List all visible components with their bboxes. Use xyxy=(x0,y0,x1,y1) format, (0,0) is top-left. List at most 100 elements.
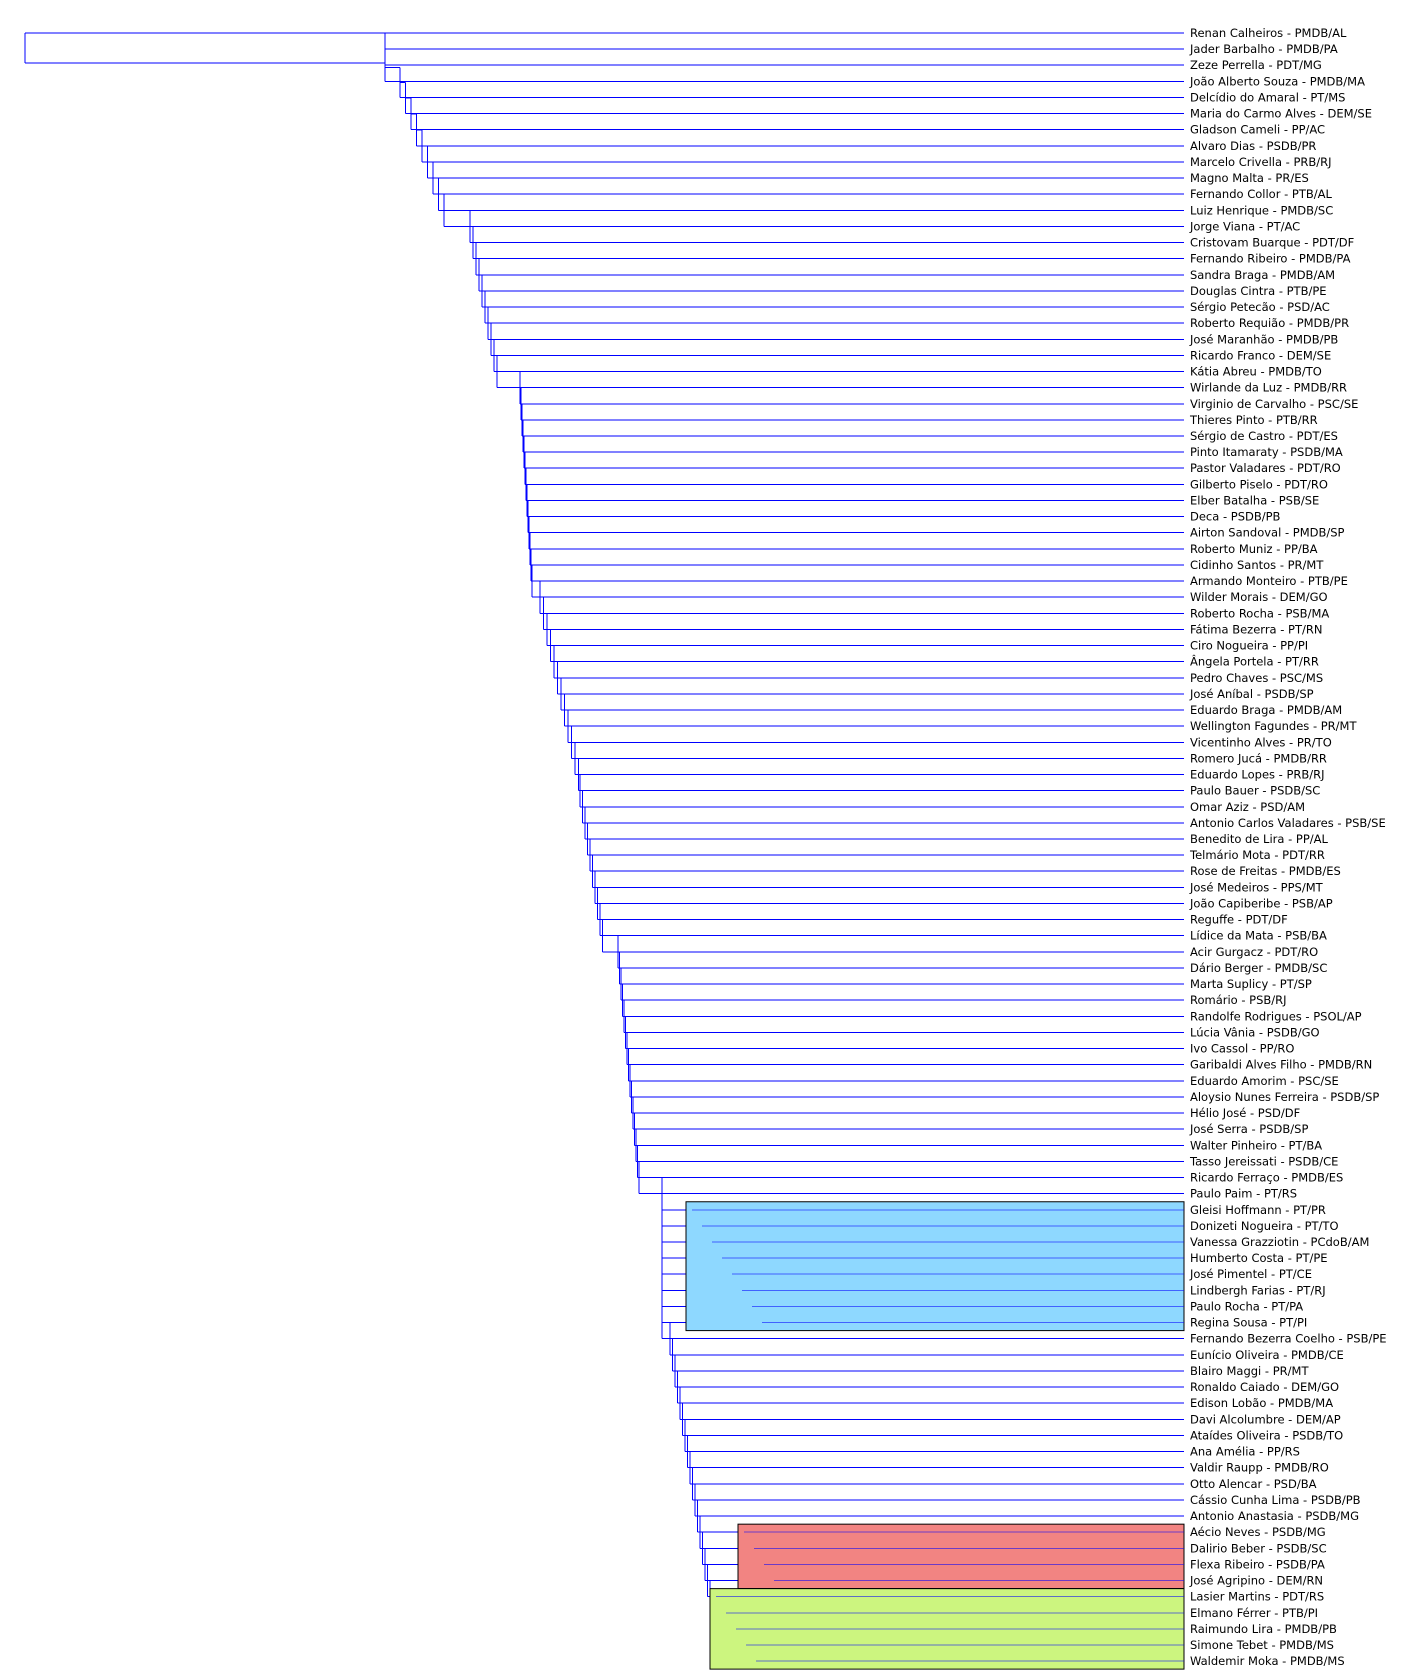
leaf-label: Gilberto Piselo - PDT/RO xyxy=(1190,477,1328,491)
leaf-label: Aloysio Nunes Ferreira - PSDB/SP xyxy=(1190,1090,1379,1104)
leaf-label: João Capiberibe - PSB/AP xyxy=(1189,896,1333,910)
leaf-label: Maria do Carmo Alves - DEM/SE xyxy=(1190,107,1372,121)
cluster-highlights xyxy=(685,1201,1185,1670)
leaf-label: Vanessa Grazziotin - PCdoB/AM xyxy=(1190,1235,1369,1249)
leaf-label: Ronaldo Caiado - DEM/GO xyxy=(1190,1380,1339,1394)
leaf-label: Eduardo Amorim - PSC/SE xyxy=(1190,1074,1339,1088)
leaf-label: Ciro Nogueira - PP/PI xyxy=(1190,639,1308,653)
leaf-label: Omar Aziz - PSD/AM xyxy=(1190,800,1305,814)
leaf-label: José Maranhão - PMDB/PB xyxy=(1189,332,1338,346)
leaf-label: Aécio Neves - PSDB/MG xyxy=(1190,1525,1326,1539)
leaf-label: Garibaldi Alves Filho - PMDB/RN xyxy=(1190,1058,1372,1072)
leaf-label: Wilder Morais - DEM/GO xyxy=(1190,590,1328,604)
leaf-label: Ângela Portela - PT/RR xyxy=(1190,654,1319,669)
cluster-blue-highlight xyxy=(685,1201,1185,1332)
leaf-label: Roberto Requião - PMDB/PR xyxy=(1190,316,1349,330)
leaf-label: Marcelo Crivella - PRB/RJ xyxy=(1190,155,1332,169)
leaf-label: Eduardo Braga - PMDB/AM xyxy=(1190,703,1342,717)
leaf-label: Acir Gurgacz - PDT/RO xyxy=(1190,945,1318,959)
leaf-label: Roberto Rocha - PSB/MA xyxy=(1190,606,1329,620)
leaf-label: José Serra - PSDB/SP xyxy=(1189,1122,1308,1136)
leaf-label: Romário - PSB/RJ xyxy=(1190,993,1287,1007)
leaf-label: Magno Malta - PR/ES xyxy=(1190,171,1309,185)
leaf-label: José Aníbal - PSDB/SP xyxy=(1189,687,1314,701)
leaf-label: Lúcia Vânia - PSDB/GO xyxy=(1190,1025,1320,1039)
leaf-label: Telmário Mota - PDT/RR xyxy=(1189,848,1325,862)
leaf-label: Cássio Cunha Lima - PSDB/PB xyxy=(1190,1493,1361,1507)
leaf-label: Fernando Bezerra Coelho - PSB/PE xyxy=(1190,1332,1387,1346)
leaf-label: Gladson Cameli - PP/AC xyxy=(1190,123,1325,137)
leaf-label: Fátima Bezerra - PT/RN xyxy=(1190,622,1322,636)
leaf-label: João Alberto Souza - PMDB/MA xyxy=(1189,74,1365,88)
leaf-label: Lasier Martins - PDT/RS xyxy=(1190,1590,1324,1604)
leaf-label: Ricardo Ferraço - PMDB/ES xyxy=(1190,1171,1343,1185)
leaf-label: Eunício Oliveira - PMDB/CE xyxy=(1190,1348,1344,1362)
leaf-label: Ivo Cassol - PP/RO xyxy=(1190,1042,1294,1056)
dendrogram-branches xyxy=(24,32,1184,1662)
leaf-label: Reguffe - PDT/DF xyxy=(1190,913,1288,927)
leaf-label: Dalirio Beber - PSDB/SC xyxy=(1190,1541,1327,1555)
leaf-label: Blairo Maggi - PR/MT xyxy=(1190,1364,1309,1378)
leaf-label: Sérgio Petecão - PSD/AC xyxy=(1190,300,1330,314)
leaf-label: Simone Tebet - PMDB/MS xyxy=(1190,1638,1334,1652)
leaf-label: Armando Monteiro - PTB/PE xyxy=(1190,574,1348,588)
leaf-label: Vicentinho Alves - PR/TO xyxy=(1190,735,1332,749)
leaf-label: Elber Batalha - PSB/SE xyxy=(1190,493,1319,507)
leaf-label: Valdir Raupp - PMDB/RO xyxy=(1190,1461,1329,1475)
leaf-label: Alvaro Dias - PSDB/PR xyxy=(1190,139,1316,153)
leaf-label: Raimundo Lira - PMDB/PB xyxy=(1190,1622,1337,1636)
leaf-label: Renan Calheiros - PMDB/AL xyxy=(1190,26,1347,40)
leaf-label: Benedito de Lira - PP/AL xyxy=(1190,832,1329,846)
leaf-label: José Agripino - DEM/RN xyxy=(1189,1574,1323,1588)
leaf-label: Cidinho Santos - PR/MT xyxy=(1190,558,1324,572)
leaf-label: Paulo Bauer - PSDB/SC xyxy=(1190,784,1320,798)
leaf-label: Cristovam Buarque - PDT/DF xyxy=(1190,236,1354,250)
leaf-label: Jorge Viana - PT/AC xyxy=(1189,219,1300,233)
leaf-label: Pinto Itamaraty - PSDB/MA xyxy=(1190,445,1343,459)
leaf-label: Hélio José - PSD/DF xyxy=(1190,1106,1300,1120)
leaf-label: Davi Alcolumbre - DEM/AP xyxy=(1190,1412,1341,1426)
leaf-label: Otto Alencar - PSD/BA xyxy=(1190,1477,1317,1491)
leaf-label: Edison Lobão - PMDB/MA xyxy=(1190,1396,1333,1410)
leaf-label: Humberto Costa - PT/PE xyxy=(1190,1251,1328,1265)
leaf-label: Gleisi Hoffmann - PT/PR xyxy=(1190,1203,1326,1217)
leaf-labels: Renan Calheiros - PMDB/AL Jader Barbalho … xyxy=(1189,26,1387,1668)
leaf-label: Regina Sousa - PT/PI xyxy=(1190,1316,1307,1330)
leaf-label: Donizeti Nogueira - PT/TO xyxy=(1190,1219,1339,1233)
leaf-label: Walter Pinheiro - PT/BA xyxy=(1190,1138,1322,1152)
leaf-label: Fernando Ribeiro - PMDB/PA xyxy=(1190,252,1351,266)
leaf-label: Pedro Chaves - PSC/MS xyxy=(1190,671,1323,685)
cluster-red-highlight xyxy=(737,1523,1185,1590)
leaf-label: Sandra Braga - PMDB/AM xyxy=(1190,268,1335,282)
leaf-label: Romero Jucá - PMDB/RR xyxy=(1190,751,1327,765)
leaf-label: Pastor Valadares - PDT/RO xyxy=(1190,461,1341,475)
leaf-label: Waldemir Moka - PMDB/MS xyxy=(1190,1654,1345,1668)
leaf-label: Ataídes Oliveira - PSDB/TO xyxy=(1190,1428,1343,1442)
leaf-label: Luiz Henrique - PMDB/SC xyxy=(1190,203,1333,217)
leaf-label: José Pimentel - PT/CE xyxy=(1189,1267,1312,1281)
leaf-label: Rose de Freitas - PMDB/ES xyxy=(1190,864,1341,878)
leaf-label: Ana Amélia - PP/RS xyxy=(1190,1445,1300,1459)
leaf-label: Antonio Carlos Valadares - PSB/SE xyxy=(1190,816,1386,830)
leaf-label: Paulo Rocha - PT/PA xyxy=(1190,1299,1303,1313)
leaf-label: Wirlande da Luz - PMDB/RR xyxy=(1190,381,1347,395)
leaf-label: Elmano Férrer - PTB/PI xyxy=(1190,1606,1318,1620)
leaf-label: Thieres Pinto - PTB/RR xyxy=(1189,413,1318,427)
leaf-label: Deca - PSDB/PB xyxy=(1190,510,1281,524)
leaf-label: Delcídio do Amaral - PT/MS xyxy=(1190,90,1345,104)
leaf-label: Kátia Abreu - PMDB/TO xyxy=(1190,365,1322,379)
leaf-label: Roberto Muniz - PP/BA xyxy=(1190,542,1318,556)
leaf-label: Lindbergh Farias - PT/RJ xyxy=(1190,1283,1326,1297)
leaf-label: Douglas Cintra - PTB/PE xyxy=(1190,284,1327,298)
leaf-label: Fernando Collor - PTB/AL xyxy=(1190,187,1332,201)
leaf-label: Lídice da Mata - PSB/BA xyxy=(1190,929,1327,943)
leaf-label: Paulo Paim - PT/RS xyxy=(1190,1187,1297,1201)
leaf-label: Airton Sandoval - PMDB/SP xyxy=(1190,526,1345,540)
leaf-label: Eduardo Lopes - PRB/RJ xyxy=(1190,768,1325,782)
leaf-label: Marta Suplicy - PT/SP xyxy=(1190,977,1312,991)
leaf-label: Ricardo Franco - DEM/SE xyxy=(1190,348,1331,362)
leaf-label: Flexa Ribeiro - PSDB/PA xyxy=(1190,1557,1325,1571)
leaf-label: Dário Berger - PMDB/SC xyxy=(1190,961,1327,975)
leaf-label: Jader Barbalho - PMDB/PA xyxy=(1189,42,1338,56)
